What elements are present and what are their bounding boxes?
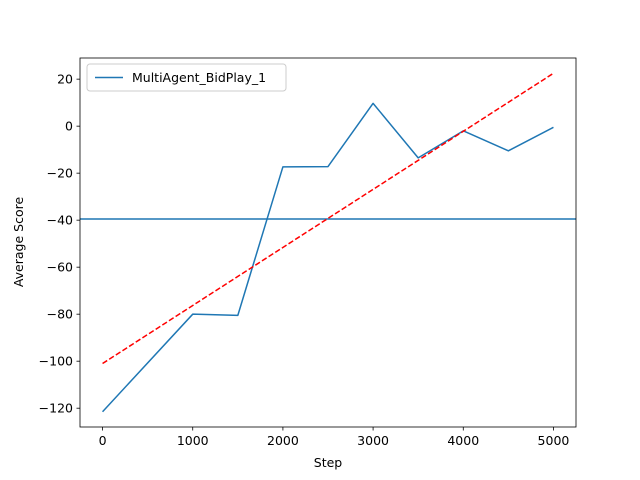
- x-axis-ticks: 0 1000 2000 3000 4000 5000: [99, 427, 570, 448]
- y-tick-label: 20: [57, 72, 73, 87]
- y-tick-label: −40: [47, 213, 73, 228]
- plot-area-border: [79, 57, 577, 428]
- trend-line-0: [102, 72, 554, 365]
- plot-layer: [80, 72, 576, 413]
- y-tick-label: −80: [47, 307, 73, 322]
- y-tick-label: −100: [39, 354, 73, 369]
- x-tick-label: 1000: [177, 433, 209, 448]
- axes-frame: [79, 57, 577, 428]
- legend-entry-multiagent-bidplay-1: MultiAgent_BidPlay_1: [132, 70, 266, 85]
- x-tick-label: 2000: [267, 433, 299, 448]
- y-axis-ticks: −120 −100 −80 −60 −40 −20 0 20: [39, 72, 80, 416]
- y-tick-label: −20: [47, 166, 73, 181]
- legend-box: [86, 63, 287, 92]
- x-tick-label: 5000: [538, 433, 570, 448]
- legend: MultiAgent_BidPlay_1: [86, 63, 287, 92]
- y-tick-label: −120: [39, 401, 73, 416]
- x-tick-label: 4000: [447, 433, 479, 448]
- x-axis-label: Step: [314, 455, 343, 470]
- y-tick-label: 0: [65, 119, 73, 134]
- y-tick-label: −60: [47, 260, 73, 275]
- x-tick-label: 0: [99, 433, 107, 448]
- y-axis-label: Average Score: [11, 197, 26, 288]
- x-tick-label: 3000: [357, 433, 389, 448]
- series-line-multiagent-bidplay-1: [101, 102, 554, 413]
